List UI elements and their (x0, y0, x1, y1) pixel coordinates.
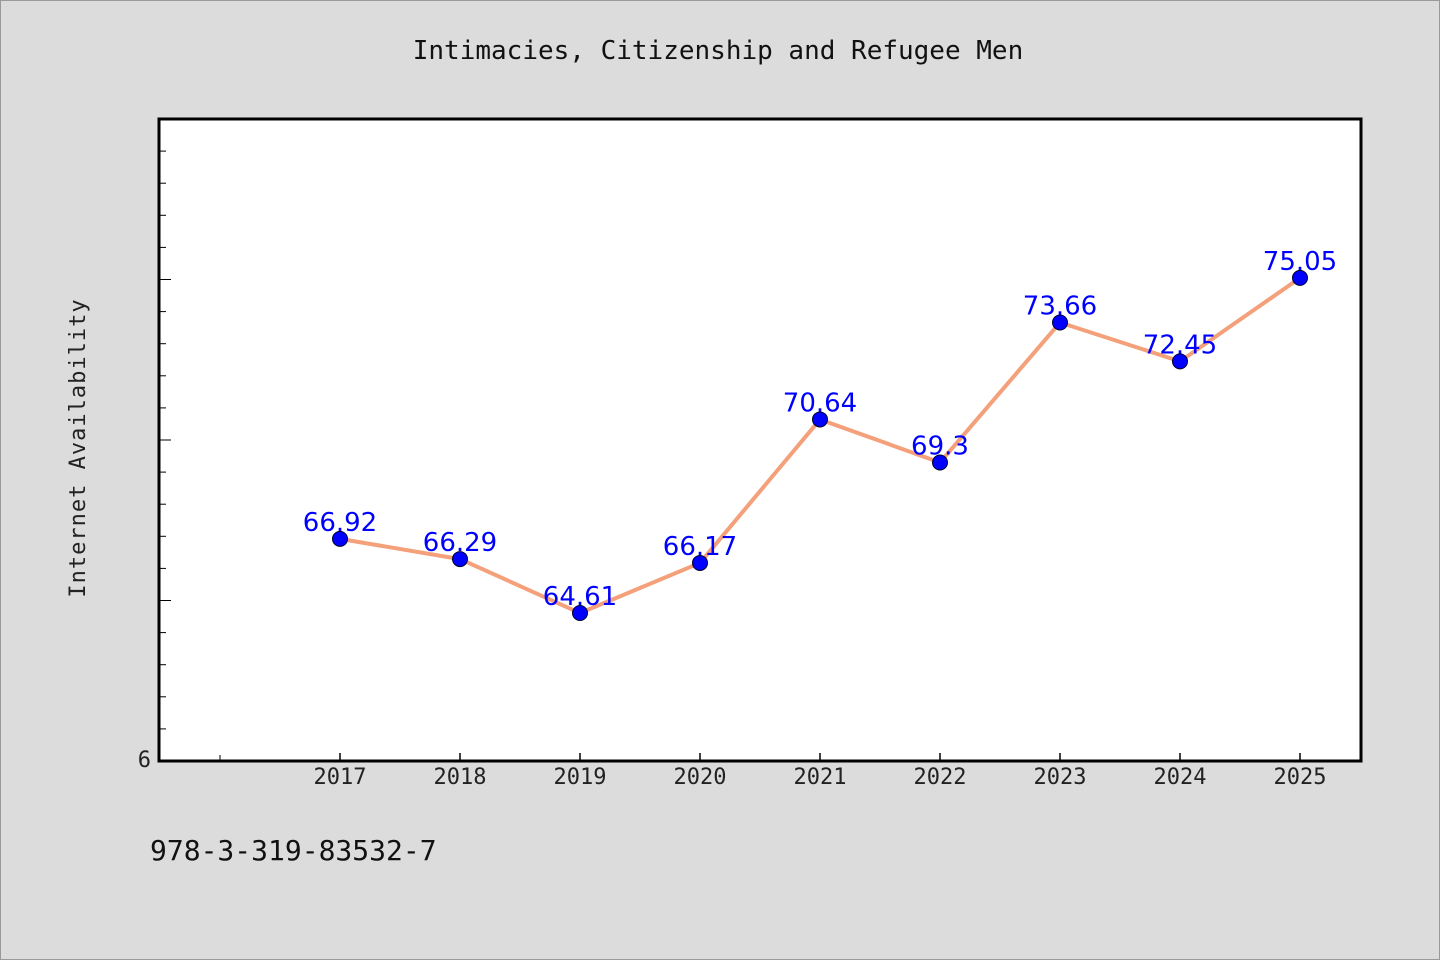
data-point (1172, 353, 1188, 370)
y-tick-label: 6 (138, 748, 151, 773)
y-axis-ticks: 6 (138, 150, 171, 773)
data-point (692, 554, 708, 571)
data-label: 66.92 (303, 508, 377, 538)
data-point (1292, 269, 1308, 286)
data-label: 75.05 (1263, 247, 1337, 277)
data-label: 69.3 (911, 431, 969, 461)
x-tick-label: 2021 (794, 765, 847, 790)
data-label: 66.29 (423, 528, 497, 558)
data-point (452, 551, 468, 568)
data-point (1052, 314, 1068, 331)
x-tick-label: 2024 (1154, 765, 1207, 790)
x-tick-label: 2018 (434, 765, 487, 790)
x-tick-label: 2023 (1034, 765, 1087, 790)
data-label: 70.64 (783, 388, 857, 418)
x-tick-label: 2022 (914, 765, 967, 790)
plot-area (157, 117, 1363, 763)
x-tick-label: 2025 (1274, 765, 1327, 790)
data-point (812, 411, 828, 428)
data-point (332, 530, 348, 547)
data-label: 66.17 (663, 532, 737, 562)
data-label: 72.45 (1143, 330, 1217, 360)
data-label: 64.61 (543, 582, 617, 612)
chart-title: Intimacies, Citizenship and Refugee Men (412, 36, 1024, 66)
data-label: 73.66 (1023, 292, 1097, 322)
x-axis-ticks: 2017 2018 2019 2020 2021 2022 2023 2024 2025 (219, 753, 1327, 790)
data-point (932, 454, 948, 471)
x-tick-label: 2017 (314, 765, 367, 790)
x-tick-label: 2020 (674, 765, 727, 790)
x-tick-label: 2019 (554, 765, 607, 790)
data-point (572, 605, 588, 622)
y-axis-label: Internet Availability (66, 298, 91, 597)
isbn-footer: 978-3-319-83532-7 (150, 834, 437, 867)
series-layer: 66.92 66.29 64.61 66.17 70.64 69.3 73.66 72.45 7… (303, 247, 1337, 622)
